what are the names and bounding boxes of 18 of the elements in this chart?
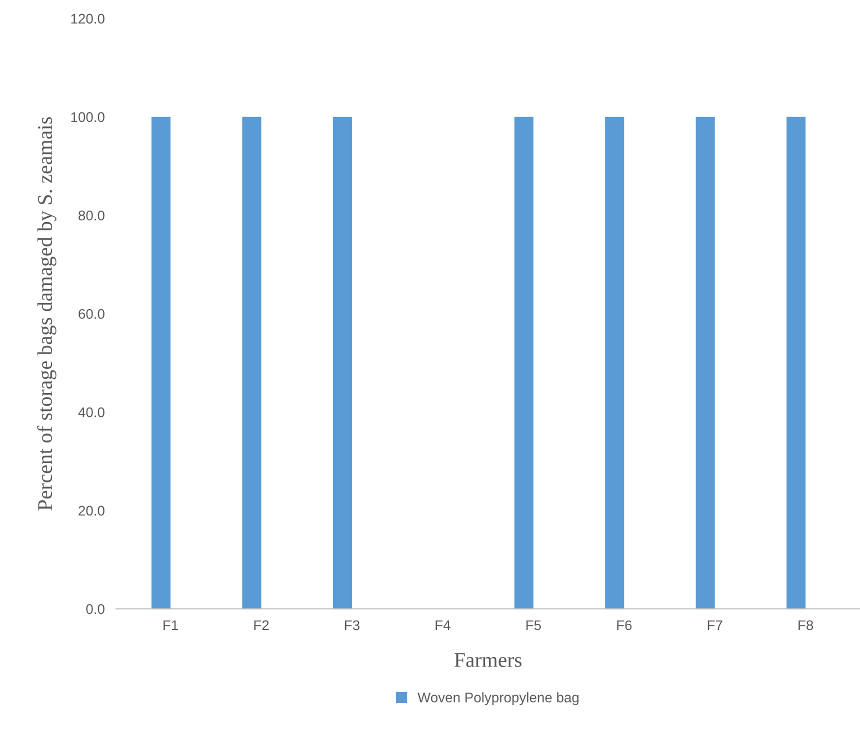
y-tick-label: 60.0	[78, 308, 104, 319]
x-tick-label: F2	[254, 620, 269, 630]
x-tick-label: F3	[345, 620, 360, 630]
x-axis-title: Farmers	[454, 653, 522, 668]
y-axis-title: Percent of storage bags damaged by S. zeamais	[37, 117, 56, 510]
y-tick-label: 100.0	[71, 112, 104, 122]
y-tick-label: 40.0	[78, 407, 104, 418]
x-tick-label: F4	[436, 620, 450, 630]
x-tick-label: F7	[708, 620, 722, 630]
y-tick-label: 120.0	[71, 14, 104, 24]
x-tick-label: F5	[526, 620, 541, 630]
x-tick-label: F6	[617, 620, 632, 630]
y-tick-label: 20.0	[78, 506, 104, 516]
y-tick-label: 0.0	[86, 604, 104, 614]
x-tick-label: F1	[164, 620, 178, 630]
x-tick-label: F8	[798, 620, 814, 630]
legend-label: Woven Polypropylene bag	[418, 692, 579, 706]
y-tick-label: 80.0	[78, 210, 104, 220]
